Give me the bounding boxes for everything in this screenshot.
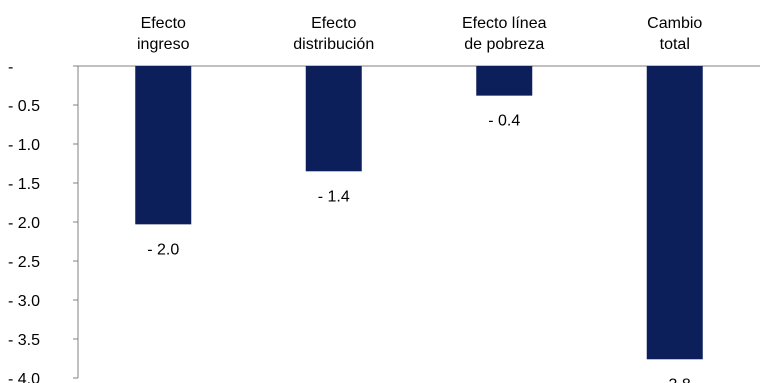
y-tick-label: - 1.0 [8,137,40,154]
category-label: Efecto línea [462,15,547,32]
bar [305,66,362,172]
category-label: ingreso [137,36,190,53]
bar [135,66,192,225]
y-tick-label: - 2.5 [8,254,40,271]
y-tick-label: - 2.0 [8,215,40,232]
category-label: distribución [293,36,374,53]
y-tick-label: - 4.0 [8,371,40,383]
y-tick-label: - 3.0 [8,293,40,310]
data-labels: - 2.0 - 1.4 - 0.4 - 3.8 [147,113,691,383]
category-labels: Efecto ingreso Efecto distribución Efecto lí… [137,15,702,53]
y-axis: - - 0.5 - 1.0 - 1.5 - 2.0 - 2.5 - 3.0 - 3.5 - 4.… [8,59,78,383]
y-tick-label: - 0.5 [8,98,40,115]
y-tick-label: - 1.5 [8,176,40,193]
category-label: de pobreza [464,36,544,53]
bar [476,66,533,96]
data-label: - 3.8 [659,376,691,383]
category-label: total [660,36,690,53]
y-tick-label: - [8,59,13,76]
bars [135,66,703,360]
category-label: Efecto [311,15,356,32]
data-label: - 1.4 [318,188,350,205]
data-label: - 0.4 [488,113,520,130]
bar [646,66,703,360]
data-label: - 2.0 [147,241,179,258]
category-label: Cambio [647,15,702,32]
category-label: Efecto [141,15,186,32]
y-tick-label: - 3.5 [8,332,40,349]
